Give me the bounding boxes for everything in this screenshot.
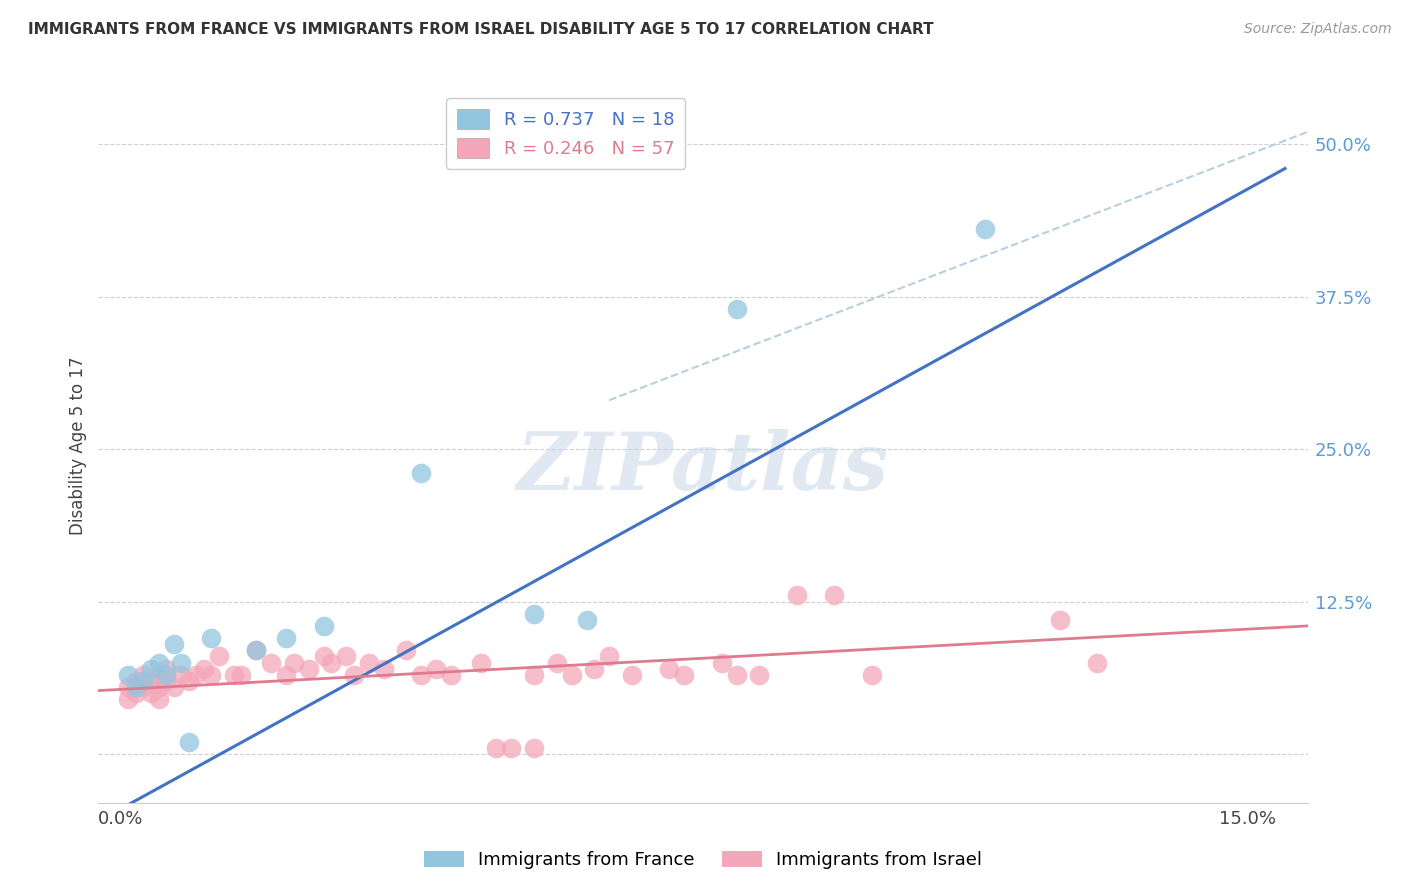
Point: [125, 680, 148, 694]
Point: [546, 656, 568, 670]
Point: [748, 667, 770, 681]
Point: [229, 667, 252, 681]
Point: [1085, 656, 1108, 670]
Point: [658, 662, 681, 676]
Point: [440, 667, 463, 681]
Point: [139, 686, 162, 700]
Point: [725, 667, 748, 681]
Point: [132, 673, 155, 688]
Point: [276, 631, 298, 645]
Point: [575, 613, 598, 627]
Point: [132, 680, 155, 694]
Point: [357, 656, 380, 670]
Point: [470, 656, 492, 670]
Point: [411, 667, 433, 681]
Point: [162, 637, 184, 651]
Point: [139, 662, 162, 676]
Point: [245, 643, 267, 657]
Point: [276, 667, 298, 681]
Point: [245, 643, 267, 657]
Point: [523, 607, 546, 621]
Text: IMMIGRANTS FROM FRANCE VS IMMIGRANTS FROM ISRAEL DISABILITY AGE 5 TO 17 CORRELAT: IMMIGRANTS FROM FRANCE VS IMMIGRANTS FRO…: [28, 22, 934, 37]
Point: [184, 667, 207, 681]
Legend: R = 0.737   N = 18, R = 0.246   N = 57: R = 0.737 N = 18, R = 0.246 N = 57: [446, 98, 685, 169]
Point: [710, 656, 733, 670]
Point: [148, 656, 170, 670]
Point: [177, 673, 200, 688]
Point: [411, 467, 433, 481]
Point: [148, 680, 170, 694]
Point: [200, 631, 222, 645]
Point: [343, 667, 366, 681]
Point: [425, 662, 447, 676]
Legend: Immigrants from France, Immigrants from Israel: Immigrants from France, Immigrants from …: [415, 842, 991, 879]
Point: [860, 667, 883, 681]
Point: [673, 667, 696, 681]
Point: [260, 656, 283, 670]
Point: [139, 673, 162, 688]
Point: [132, 667, 155, 681]
Point: [162, 680, 184, 694]
Point: [117, 680, 139, 694]
Point: [583, 662, 606, 676]
Point: [501, 740, 523, 755]
Point: [485, 740, 508, 755]
Point: [598, 649, 620, 664]
Point: [155, 673, 177, 688]
Point: [312, 619, 335, 633]
Point: [523, 740, 546, 755]
Point: [155, 662, 177, 676]
Point: [125, 686, 148, 700]
Point: [117, 692, 139, 706]
Point: [786, 589, 808, 603]
Point: [973, 222, 995, 236]
Point: [193, 662, 215, 676]
Point: [117, 667, 139, 681]
Point: [148, 667, 170, 681]
Point: [725, 301, 748, 316]
Point: [373, 662, 395, 676]
Point: [283, 656, 305, 670]
Point: [395, 643, 418, 657]
Text: ZIPatlas: ZIPatlas: [517, 429, 889, 506]
Point: [523, 667, 546, 681]
Point: [1049, 613, 1071, 627]
Point: [823, 589, 845, 603]
Point: [125, 673, 148, 688]
Point: [335, 649, 357, 664]
Point: [177, 735, 200, 749]
Point: [222, 667, 245, 681]
Point: [321, 656, 343, 670]
Point: [207, 649, 229, 664]
Point: [561, 667, 583, 681]
Point: [170, 656, 193, 670]
Point: [200, 667, 222, 681]
Point: [170, 667, 193, 681]
Point: [620, 667, 643, 681]
Point: [298, 662, 321, 676]
Text: Source: ZipAtlas.com: Source: ZipAtlas.com: [1244, 22, 1392, 37]
Point: [155, 667, 177, 681]
Y-axis label: Disability Age 5 to 17: Disability Age 5 to 17: [69, 357, 87, 535]
Point: [312, 649, 335, 664]
Point: [148, 692, 170, 706]
